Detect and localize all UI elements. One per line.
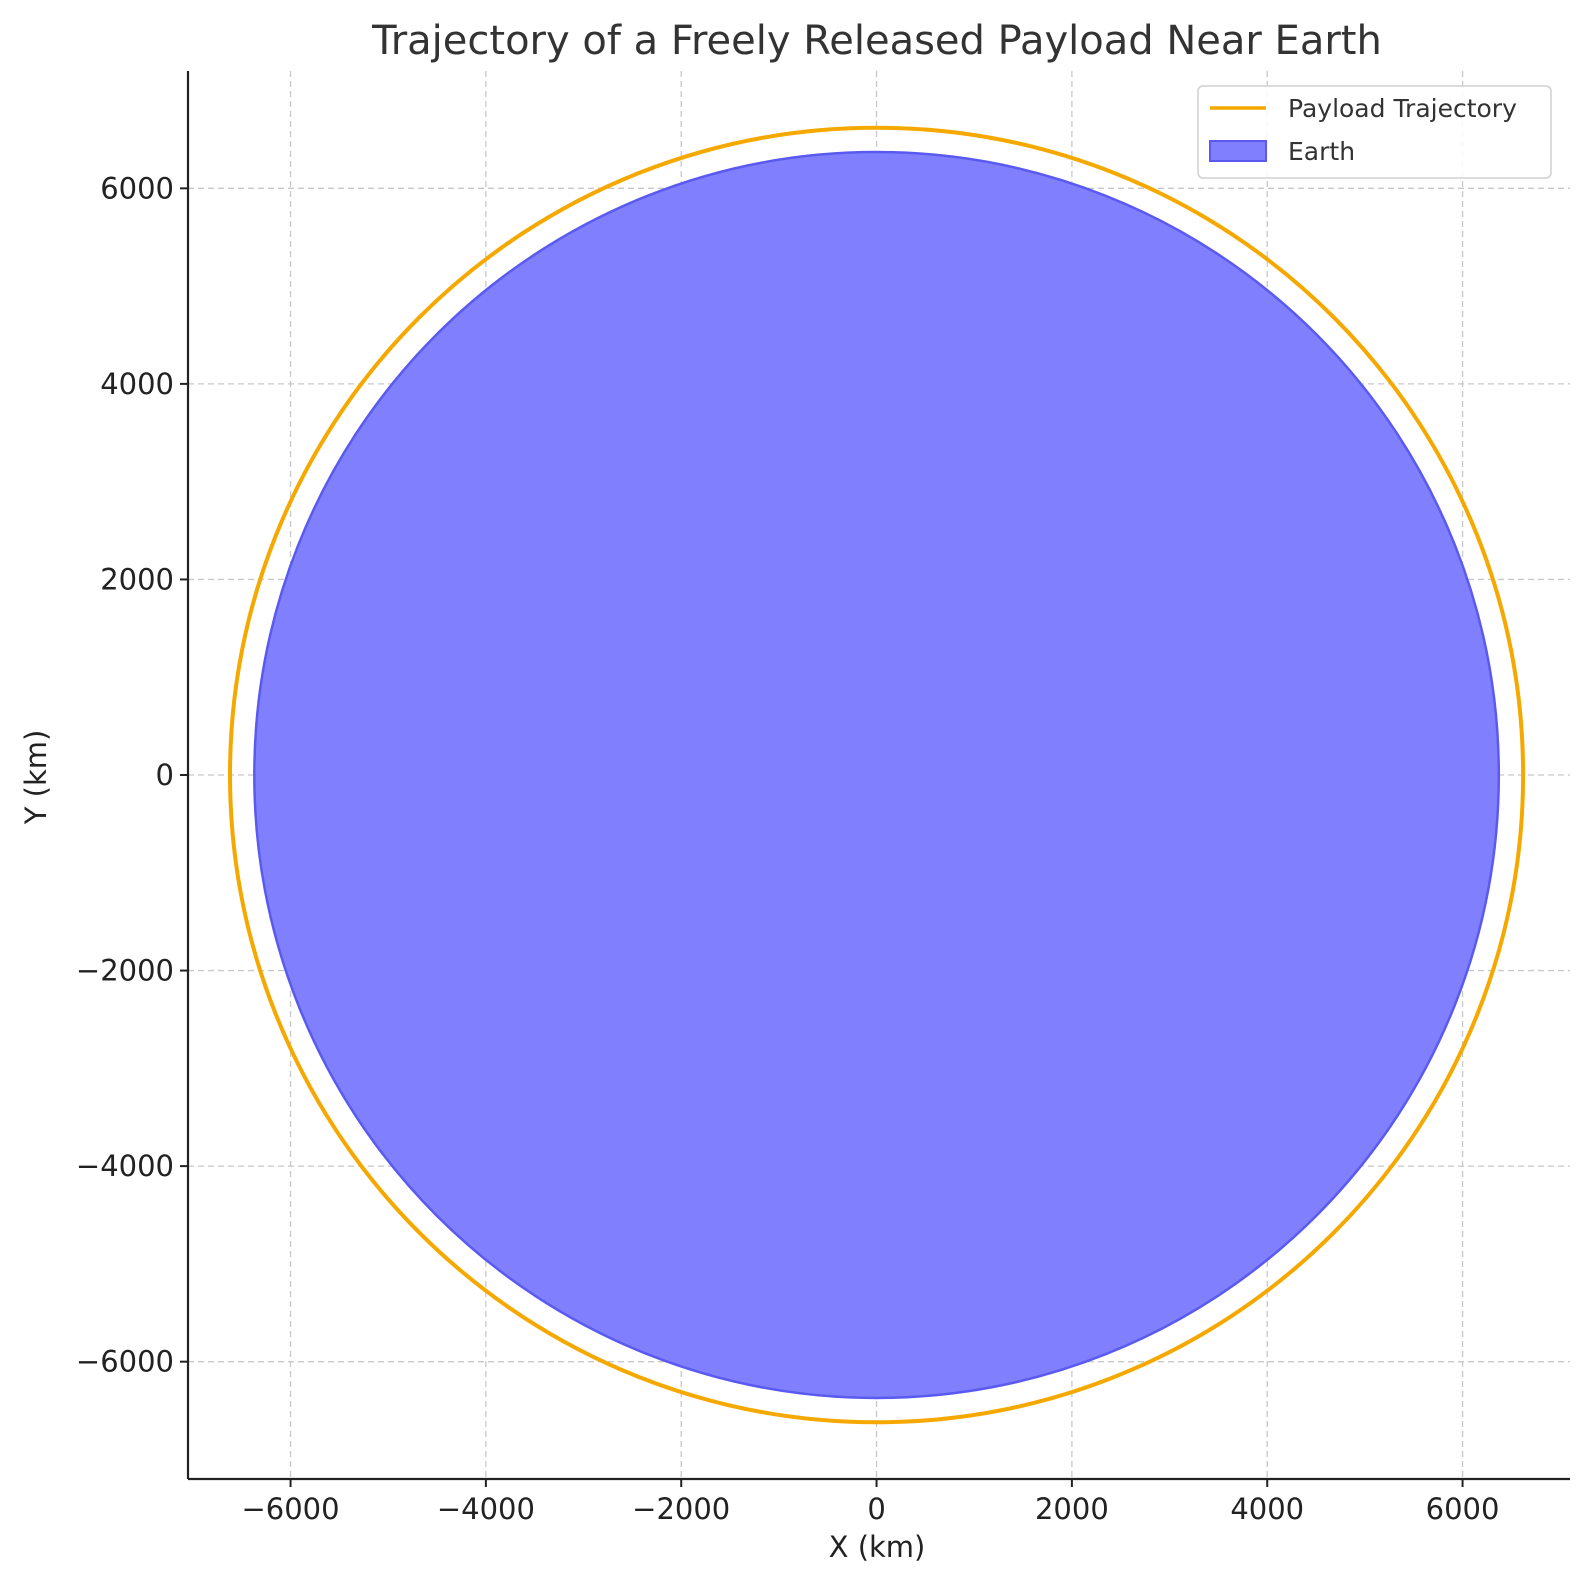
y-tick-label: −2000 (76, 954, 174, 988)
y-axis-label: Y (km) (19, 730, 53, 826)
x-tick-label: −4000 (437, 1492, 535, 1526)
legend-frame (1197, 85, 1552, 179)
earth-disk (253, 150, 1501, 1400)
y-tick-label: 0 (156, 758, 174, 792)
y-tick-label: 4000 (100, 367, 174, 401)
legend: Payload Trajectory Earth (1197, 85, 1552, 179)
x-tick-label: 0 (867, 1492, 885, 1526)
x-tick-label: 2000 (1035, 1492, 1109, 1526)
legend-label-earth: Earth (1288, 137, 1355, 166)
tick-labels: −6000 −4000 −2000 0 2000 4000 6000 −6000 −4000 −2… (76, 171, 1500, 1526)
chart-title: Trajectory of a Freely Released Payload … (371, 18, 1382, 64)
legend-label-payload-trajectory: Payload Trajectory (1288, 94, 1517, 123)
x-tick-label: 6000 (1426, 1492, 1500, 1526)
y-tick-label: −6000 (76, 1345, 174, 1379)
y-tick-label: 6000 (100, 171, 174, 205)
y-tick-label: 2000 (100, 562, 174, 596)
axes (180, 71, 1570, 1487)
x-tick-label: 4000 (1230, 1492, 1304, 1526)
y-tick-label: −4000 (76, 1149, 174, 1183)
plot-area (227, 125, 1526, 1425)
payload-trajectory-line (227, 125, 1526, 1425)
x-axis-label: X (km) (829, 1530, 926, 1564)
legend-swatch-earth (1209, 140, 1267, 162)
x-tick-label: −2000 (632, 1492, 730, 1526)
x-tick-label: −6000 (241, 1492, 339, 1526)
